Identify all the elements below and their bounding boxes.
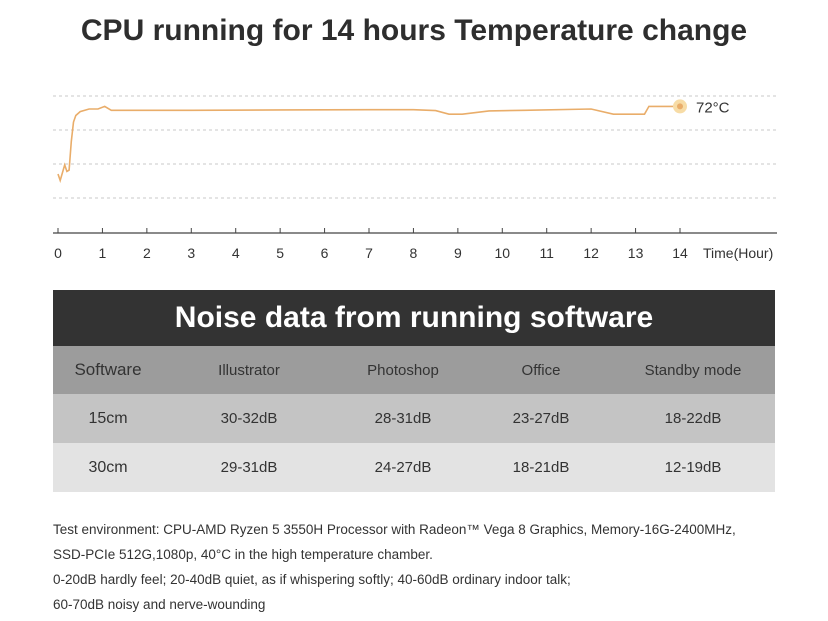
table-cell: 24-27dB xyxy=(335,443,471,492)
x-tick-label: 4 xyxy=(232,245,240,261)
note-line: 0-20dB hardly feel; 20-40dB quiet, as if… xyxy=(53,572,571,587)
end-point xyxy=(677,103,683,110)
x-tick-label: 1 xyxy=(99,245,107,261)
header-photoshop: Photoshop xyxy=(335,346,471,394)
table-cell: 28-31dB xyxy=(335,394,471,443)
x-tick-label: 2 xyxy=(143,245,151,261)
table-title: Noise data from running software xyxy=(53,290,775,346)
table-cell: 18-22dB xyxy=(611,394,775,443)
note-line: 60-70dB noisy and nerve-wounding xyxy=(53,597,266,612)
x-tick-label: 12 xyxy=(583,245,599,261)
x-tick-label: 7 xyxy=(365,245,373,261)
header-standby: Standby mode xyxy=(611,346,775,394)
x-tick-label: 10 xyxy=(494,245,510,261)
x-tick-label: 0 xyxy=(54,245,62,261)
note-line: SSD-PCIe 512G,1080p, 40°C in the high te… xyxy=(53,547,433,562)
header-software: Software xyxy=(53,346,163,394)
table-cell: 12-19dB xyxy=(611,443,775,492)
x-tick-label: 8 xyxy=(410,245,418,261)
x-axis-ticks: 0 1 2 3 4 5 6 7 8 9 10 11 12 13 14 xyxy=(54,228,688,261)
table-header-row: Software Illustrator Photoshop Office St… xyxy=(53,346,775,394)
x-tick-label: 3 xyxy=(187,245,195,261)
table-cell: 29-31dB xyxy=(163,443,335,492)
temperature-chart: 0 1 2 3 4 5 6 7 8 9 10 11 12 13 14 72°C Time(Hour) xyxy=(53,95,777,261)
note-line: Test environment: CPU-AMD Ryzen 5 3550H … xyxy=(53,522,736,537)
row-distance: 30cm xyxy=(53,443,163,492)
table-cell: 23-27dB xyxy=(471,394,611,443)
table-row: 15cm 30-32dB 28-31dB 23-27dB 18-22dB xyxy=(53,394,775,443)
x-tick-label: 13 xyxy=(628,245,644,261)
x-tick-label: 6 xyxy=(321,245,329,261)
header-office: Office xyxy=(471,346,611,394)
x-tick-label: 11 xyxy=(539,245,554,261)
noise-data-table: Noise data from running software Softwar… xyxy=(53,290,775,492)
table-cell: 18-21dB xyxy=(471,443,611,492)
x-axis-title: Time(Hour) xyxy=(703,245,773,261)
test-notes: Test environment: CPU-AMD Ryzen 5 3550H … xyxy=(53,517,823,617)
end-value-label: 72°C xyxy=(696,99,730,116)
header-illustrator: Illustrator xyxy=(163,346,335,394)
table-row: 30cm 29-31dB 24-27dB 18-21dB 12-19dB xyxy=(53,443,775,492)
end-marker xyxy=(673,99,687,114)
temperature-line xyxy=(57,105,680,184)
x-tick-label: 5 xyxy=(276,245,284,261)
chart-title: CPU running for 14 hours Temperature cha… xyxy=(80,14,748,47)
x-tick-label: 14 xyxy=(672,245,688,261)
grid-lines xyxy=(53,95,777,199)
table-cell: 30-32dB xyxy=(163,394,335,443)
x-tick-label: 9 xyxy=(454,245,462,261)
row-distance: 15cm xyxy=(53,394,163,443)
